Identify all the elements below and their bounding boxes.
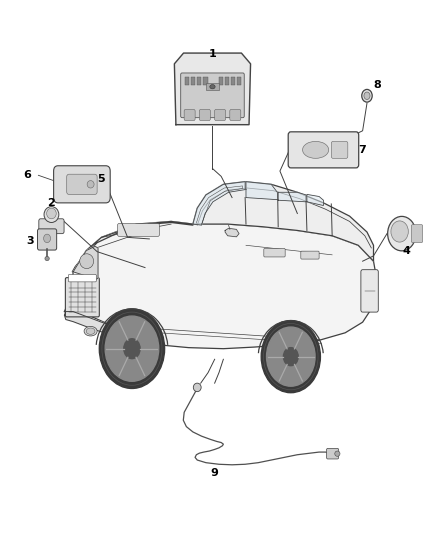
FancyBboxPatch shape [361,270,378,312]
Polygon shape [73,246,98,279]
FancyBboxPatch shape [264,248,285,257]
FancyBboxPatch shape [230,109,241,120]
Ellipse shape [362,90,372,102]
FancyBboxPatch shape [181,73,244,118]
Ellipse shape [303,141,328,158]
Polygon shape [64,221,377,349]
Text: 8: 8 [374,79,381,90]
FancyBboxPatch shape [53,166,110,203]
Ellipse shape [80,254,94,269]
Bar [219,77,223,85]
Polygon shape [307,195,323,206]
Circle shape [261,320,321,393]
Circle shape [283,348,298,366]
Ellipse shape [44,234,50,243]
Ellipse shape [364,92,370,100]
Polygon shape [246,182,278,200]
Bar [203,77,208,85]
Bar [225,77,229,85]
FancyBboxPatch shape [199,109,210,120]
FancyBboxPatch shape [65,278,99,317]
Circle shape [105,316,159,381]
Polygon shape [174,53,251,125]
FancyBboxPatch shape [288,132,359,168]
Text: 5: 5 [98,174,105,184]
Ellipse shape [388,216,416,251]
Circle shape [124,339,140,359]
Circle shape [99,309,165,389]
Polygon shape [193,182,245,225]
Ellipse shape [44,207,59,222]
Polygon shape [72,221,193,272]
Ellipse shape [86,328,95,334]
Text: 2: 2 [48,198,55,208]
Bar [206,83,219,90]
FancyBboxPatch shape [67,174,97,195]
Ellipse shape [84,326,97,336]
FancyBboxPatch shape [117,223,159,236]
FancyBboxPatch shape [68,274,96,282]
Bar [197,77,201,85]
FancyBboxPatch shape [39,219,64,233]
Bar [237,77,241,85]
Text: 9: 9 [211,469,219,478]
Ellipse shape [45,256,49,261]
Text: 4: 4 [402,246,410,256]
Polygon shape [225,228,239,237]
Bar [185,77,189,85]
Text: 1: 1 [208,50,216,59]
Text: 3: 3 [26,236,33,246]
Ellipse shape [87,181,94,188]
Text: 6: 6 [24,171,32,180]
FancyBboxPatch shape [38,229,57,250]
Ellipse shape [335,451,340,456]
FancyBboxPatch shape [301,251,319,259]
Polygon shape [278,192,306,202]
Ellipse shape [47,208,56,219]
Ellipse shape [193,383,201,392]
FancyBboxPatch shape [184,109,195,120]
Polygon shape [193,182,374,261]
Bar [231,77,235,85]
FancyBboxPatch shape [215,109,226,120]
Ellipse shape [210,85,215,89]
Bar [191,77,195,85]
FancyBboxPatch shape [411,224,423,243]
Text: 7: 7 [358,145,366,155]
Ellipse shape [391,221,408,242]
Polygon shape [64,312,130,336]
Circle shape [267,327,315,386]
FancyBboxPatch shape [331,141,348,158]
FancyBboxPatch shape [326,448,339,459]
